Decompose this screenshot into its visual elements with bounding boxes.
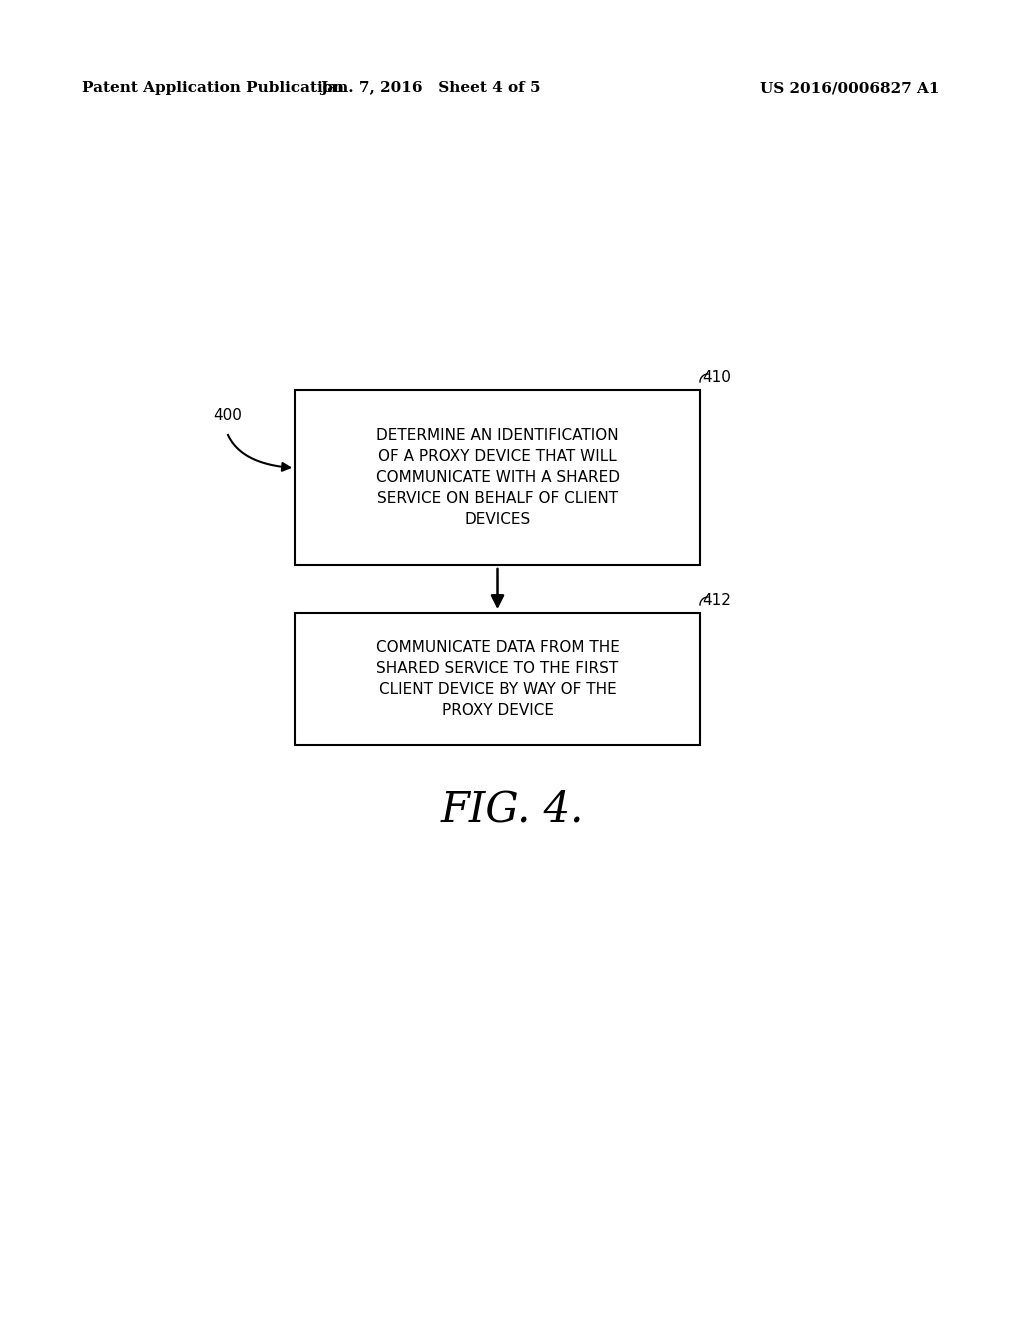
Text: FIG. 4.: FIG. 4. xyxy=(440,789,584,832)
Text: Jan. 7, 2016   Sheet 4 of 5: Jan. 7, 2016 Sheet 4 of 5 xyxy=(319,81,541,95)
Text: COMMUNICATE DATA FROM THE
SHARED SERVICE TO THE FIRST
CLIENT DEVICE BY WAY OF TH: COMMUNICATE DATA FROM THE SHARED SERVICE… xyxy=(376,640,620,718)
Text: US 2016/0006827 A1: US 2016/0006827 A1 xyxy=(761,81,940,95)
Bar xyxy=(295,612,700,744)
Text: 412: 412 xyxy=(702,593,731,609)
Text: Patent Application Publication: Patent Application Publication xyxy=(82,81,344,95)
Text: 400: 400 xyxy=(213,408,242,422)
Bar xyxy=(295,389,700,565)
Text: 410: 410 xyxy=(702,370,731,385)
Text: DETERMINE AN IDENTIFICATION
OF A PROXY DEVICE THAT WILL
COMMUNICATE WITH A SHARE: DETERMINE AN IDENTIFICATION OF A PROXY D… xyxy=(376,428,620,527)
